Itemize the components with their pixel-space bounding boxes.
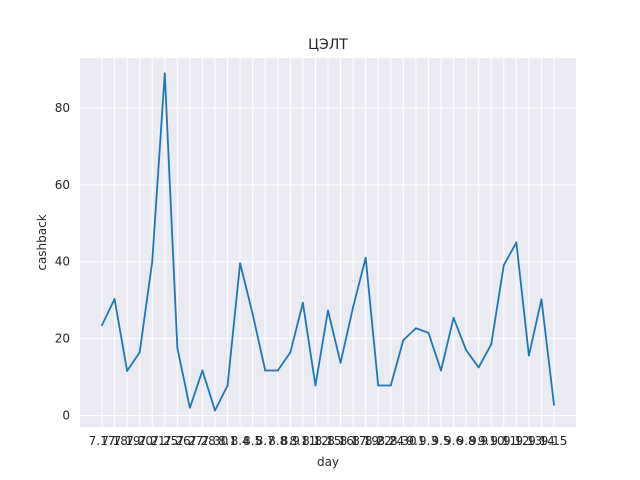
data-point bbox=[452, 316, 455, 319]
x-tick-label: 7.20 bbox=[126, 434, 153, 448]
x-tick-label: 9.6 bbox=[444, 434, 463, 448]
x-tick-label: 8.19 bbox=[352, 434, 379, 448]
data-point bbox=[477, 366, 480, 369]
data-point bbox=[138, 351, 141, 354]
x-tick-label: 9.3 bbox=[419, 434, 438, 448]
x-tick-label: 9.9 bbox=[469, 434, 488, 448]
x-tick-label: 9.15 bbox=[541, 434, 568, 448]
x-tick-label: 8.12 bbox=[302, 434, 329, 448]
x-tick-label: 8.22 bbox=[365, 434, 392, 448]
y-tick-label: 20 bbox=[55, 332, 70, 346]
x-tick-label: 9.12 bbox=[503, 434, 530, 448]
x-tick-label: 8.4 bbox=[231, 434, 250, 448]
data-point bbox=[226, 384, 229, 387]
data-point bbox=[527, 354, 530, 357]
data-point bbox=[251, 313, 254, 315]
x-tick-label: 8.15 bbox=[315, 434, 342, 448]
data-point bbox=[126, 369, 129, 372]
x-tick-label: 8.30 bbox=[390, 434, 417, 448]
data-point bbox=[163, 72, 166, 75]
series-layer bbox=[101, 72, 555, 412]
x-tick-label: 7.25 bbox=[151, 434, 178, 448]
x-tick-label: 7.17 bbox=[89, 434, 116, 448]
x-tick-label: 8.16 bbox=[327, 434, 354, 448]
x-tick-label: 9.10 bbox=[478, 434, 505, 448]
x-tick-label: 9.5 bbox=[431, 434, 450, 448]
data-point bbox=[540, 298, 543, 301]
y-tick-label: 40 bbox=[55, 255, 70, 269]
y-tick-label: 0 bbox=[62, 408, 70, 422]
grid bbox=[80, 58, 576, 427]
x-tick-label: 9.1 bbox=[406, 434, 425, 448]
data-point bbox=[339, 361, 342, 364]
x-tick-label: 8.8 bbox=[268, 434, 287, 448]
x-tick-label: 8.1 bbox=[218, 434, 237, 448]
x-tick-label: 7.28 bbox=[189, 434, 216, 448]
x-tick-label: 7.27 bbox=[177, 434, 204, 448]
data-point bbox=[440, 369, 442, 372]
data-point bbox=[214, 409, 216, 412]
x-tick-label: 7.30 bbox=[202, 434, 229, 448]
x-tick-label: 9.14 bbox=[528, 434, 555, 448]
data-point bbox=[113, 298, 116, 300]
data-point bbox=[151, 260, 154, 263]
x-tick-label: 8.11 bbox=[290, 434, 317, 448]
data-point bbox=[289, 351, 292, 354]
data-point bbox=[176, 346, 179, 349]
data-point bbox=[352, 306, 355, 308]
x-tick-label: 8.17 bbox=[340, 434, 367, 448]
x-tick-label: 8.9 bbox=[281, 434, 300, 448]
chart-title: ЦЭЛТ bbox=[308, 37, 348, 53]
y-axis-label: cashback bbox=[35, 214, 49, 270]
x-tick-label: 9.13 bbox=[516, 434, 543, 448]
x-tick-label: 7.21 bbox=[139, 434, 166, 448]
x-axis-label: day bbox=[317, 455, 339, 469]
data-point bbox=[553, 403, 555, 406]
data-point bbox=[314, 384, 317, 387]
x-tick-label: 8.24 bbox=[377, 434, 404, 448]
data-point bbox=[201, 369, 204, 372]
y-axis-ticks: 0 20 40 60 80 bbox=[55, 101, 70, 423]
x-tick-label: 7.18 bbox=[101, 434, 128, 448]
data-point bbox=[490, 343, 493, 346]
data-point bbox=[465, 349, 468, 352]
data-point bbox=[402, 339, 405, 342]
data-point bbox=[515, 241, 518, 244]
x-tick-label: 7.19 bbox=[114, 434, 141, 448]
data-point bbox=[364, 256, 367, 259]
x-tick-label: 8.7 bbox=[256, 434, 275, 448]
y-tick-label: 60 bbox=[55, 178, 70, 192]
x-axis-ticks: 7.177.187.197.207.217.257.267.277.287.30… bbox=[89, 434, 568, 448]
data-point bbox=[239, 262, 242, 265]
data-point bbox=[389, 384, 392, 387]
data-point bbox=[377, 384, 380, 387]
data-point bbox=[327, 309, 329, 312]
x-tick-label: 9.11 bbox=[490, 434, 517, 448]
x-tick-label: 7.26 bbox=[164, 434, 191, 448]
data-point bbox=[276, 369, 279, 372]
x-tick-label: 8.5 bbox=[243, 434, 262, 448]
data-point bbox=[264, 369, 267, 372]
data-point bbox=[101, 324, 103, 327]
data-point bbox=[427, 331, 430, 334]
data-point bbox=[188, 406, 191, 409]
y-tick-label: 80 bbox=[55, 101, 70, 115]
data-point bbox=[414, 327, 417, 330]
data-point bbox=[301, 301, 304, 304]
data-point bbox=[502, 264, 505, 267]
x-tick-label: 9.8 bbox=[457, 434, 476, 448]
